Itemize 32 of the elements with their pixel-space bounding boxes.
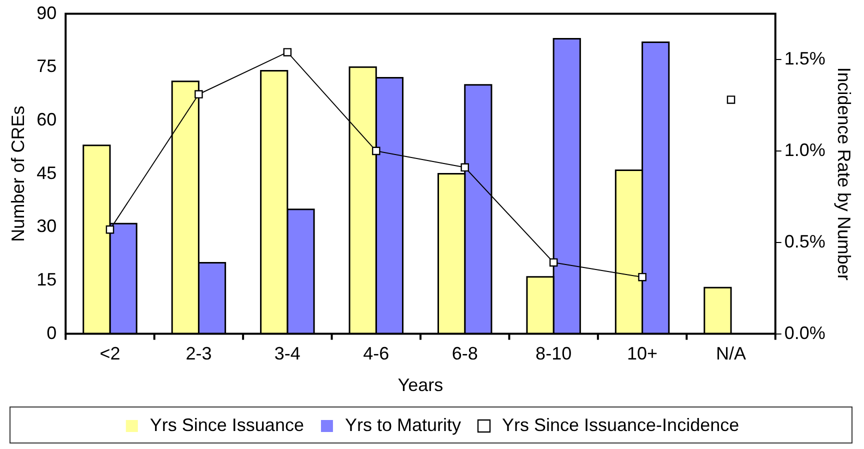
x-tick-label: 4-6 [363,344,390,364]
x-tick-label: 6-8 [452,344,478,364]
x-tick-label: 10+ [627,344,658,364]
x-tick-label: <2 [100,344,120,364]
point [549,258,558,267]
legend-label: Yrs Since Issuance-Incidence [502,414,740,435]
y-tick-label: 75 [36,56,57,76]
y2-tick-label: 1.0% [784,140,826,160]
point [638,272,646,282]
x-tick-label: N/A [716,344,746,364]
point [460,163,469,172]
y2-tick-label: 1.5% [784,48,826,68]
y-tick-label: 45 [36,162,57,183]
y-tick-label: 90 [36,2,57,23]
legend-label: Yrs Since Issuance [150,414,304,435]
legend-label: Yrs to Maturity [344,414,461,435]
x-tick-label: 3-4 [274,344,300,364]
y-tick-label: 0 [46,322,57,343]
y-tick-label: 15 [36,269,57,290]
x-tick-label: 2-3 [186,344,212,364]
x-tick-label: 8-10 [536,344,572,364]
point [106,225,114,234]
y2-axis-title: Incidence Rate by Number [834,67,854,280]
point [194,90,203,98]
y-tick-label: 30 [36,216,57,236]
point [372,146,380,156]
y2-tick-label: 0.5% [784,231,826,252]
point [283,48,292,56]
x-axis-title: Years [398,375,444,396]
y2-tick-label: 0.0% [784,322,826,343]
y-tick-label: 60 [36,109,57,130]
y-axis-title: Number of CREs [8,106,28,242]
